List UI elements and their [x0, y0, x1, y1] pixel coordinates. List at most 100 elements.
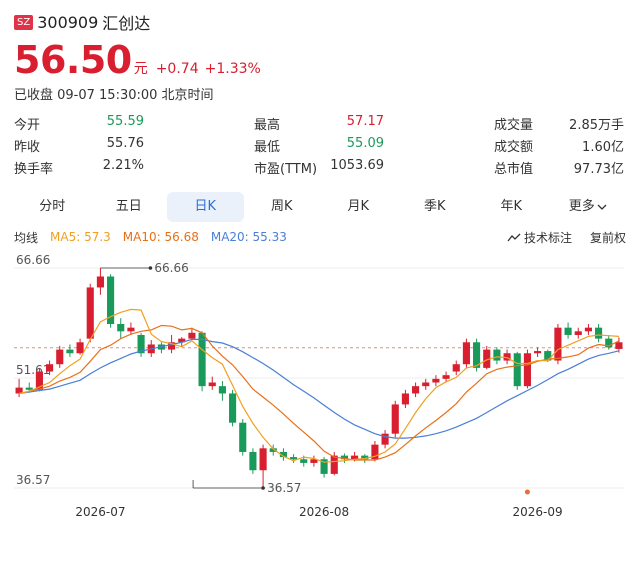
kline-chart[interactable]: 66.66 51.61 36.57 66.66 36.57 2026-07 2026-08 2…: [0, 248, 638, 538]
candle-body: [584, 327, 592, 332]
exchange-badge: SZ: [14, 14, 34, 30]
stats-row: 换手率 2.21% 市盈(TTM) 1053.69 总市值 97.73亿: [14, 156, 626, 178]
candle-body: [229, 393, 237, 423]
stat-open: 今开 55.59: [14, 113, 144, 133]
candle-body: [574, 331, 582, 335]
tab-quarterly-k[interactable]: 季K: [423, 199, 446, 214]
candle-body: [259, 448, 267, 471]
candle-body: [544, 351, 552, 361]
candle-body: [178, 338, 186, 343]
kline-svg[interactable]: 66.66 51.61 36.57 66.66 36.57 2026-07 2026-08 2…: [0, 248, 638, 538]
x-tick-label: 2026-08: [299, 505, 349, 519]
candle-body: [168, 342, 176, 350]
ma5-value: MA5: 57.3: [50, 230, 111, 244]
stat-pe-ttm: 市盈(TTM) 1053.69: [254, 157, 384, 177]
market-status: 已收盘 09-07 15:30:00 北京时间: [14, 88, 214, 103]
ma20-line: [19, 338, 620, 439]
chevron-down-icon: [597, 204, 607, 210]
candle-body: [15, 387, 23, 394]
tab-weekly-k[interactable]: 周K: [270, 199, 293, 214]
candle-body: [391, 404, 399, 434]
ma-label: 均线: [14, 230, 39, 245]
price-unit: 元: [133, 61, 148, 77]
stats-grid: 今开 55.59 最高 57.17 成交量 2.85万手 昨收 55.76 最低 55.0…: [14, 112, 626, 178]
candle-body: [605, 338, 613, 348]
candle-body: [86, 287, 94, 339]
tab-yearly-k[interactable]: 年K: [500, 199, 523, 214]
stat-volume: 成交量 2.85万手: [494, 117, 624, 133]
candle-body: [452, 364, 460, 372]
candle-body: [127, 327, 135, 332]
candle-body: [269, 448, 277, 452]
high-marker-label: 66.66: [154, 261, 188, 275]
stat-turnover-rate: 换手率 2.21%: [14, 157, 144, 177]
low-marker-dot: [261, 486, 265, 490]
high-marker-dot: [148, 266, 153, 270]
candle-body: [107, 276, 115, 325]
candle-body: [239, 422, 247, 452]
candle-body: [483, 349, 491, 368]
candle-body: [554, 327, 562, 361]
candle-body: [25, 387, 33, 390]
tech-chart-icon: [507, 233, 521, 242]
candle-body: [503, 353, 511, 361]
candle-body: [249, 451, 257, 471]
candle-body: [188, 332, 196, 339]
stock-name: 汇创达: [102, 14, 151, 33]
ma10-line: [18, 324, 620, 461]
candle-body: [35, 371, 43, 390]
candle-body: [534, 351, 542, 354]
tech-annotation-label: 技术标注: [523, 230, 572, 245]
tab-five-day[interactable]: 五日: [115, 199, 142, 214]
stat-turnover-amount: 成交额 1.60亿: [494, 139, 624, 155]
candle-body: [401, 393, 409, 405]
tab-intraday[interactable]: 分时: [39, 199, 66, 214]
more-label: 更多: [568, 199, 595, 214]
candle-body: [290, 457, 298, 460]
candle-body: [422, 382, 430, 387]
y-tick-label: 36.57: [16, 473, 50, 487]
event-dot: [524, 489, 530, 495]
candle-body: [66, 349, 74, 354]
candle-body: [615, 342, 623, 349]
stock-header: SZ 300909 汇创达: [14, 10, 150, 34]
adjust-mode-button[interactable]: 复前权: [589, 230, 626, 245]
candle-body: [330, 455, 338, 474]
candle-body: [523, 353, 531, 387]
tab-more[interactable]: 更多: [550, 192, 627, 222]
tab-daily-k[interactable]: 日K: [167, 192, 244, 222]
y-tick-label: 51.61: [16, 363, 50, 377]
candle-body: [208, 382, 216, 387]
candle-body: [371, 444, 379, 460]
candle-body: [137, 334, 145, 354]
tech-annotation-button[interactable]: 技术标注: [507, 229, 572, 246]
candle-body: [381, 433, 389, 445]
candle-body: [351, 455, 359, 460]
candle-body: [513, 353, 521, 387]
candle-body: [56, 349, 64, 365]
price-change: +0.74: [155, 61, 199, 77]
ma5-line: [18, 308, 619, 463]
candle-body: [96, 276, 104, 288]
low-marker-label: 36.57: [267, 481, 301, 495]
candle-body: [218, 386, 226, 394]
candle-body: [442, 375, 450, 379]
x-tick-label: 2026-09: [513, 505, 563, 519]
candle-body: [279, 451, 287, 458]
price-row: 56.50 元 +0.74 +1.33%: [14, 38, 261, 82]
candle-body: [340, 455, 348, 460]
candle-body: [198, 332, 206, 387]
candle-body: [46, 364, 54, 372]
ma-legend: 均线 MA5: 57.3 MA10: 56.68 MA20: 55.33 技术标…: [14, 228, 626, 246]
candle-body: [462, 342, 470, 365]
stat-prev-close: 昨收 55.76: [14, 135, 144, 155]
candle-body: [76, 342, 84, 354]
candle-body: [493, 349, 501, 361]
price-change-pct: +1.33%: [204, 61, 261, 77]
candle-body: [320, 459, 328, 474]
tab-monthly-k[interactable]: 月K: [347, 199, 370, 214]
stats-row: 昨收 55.76 最低 55.09 成交额 1.60亿: [14, 134, 626, 156]
ma20-value: MA20: 55.33: [210, 230, 287, 244]
stat-market-cap: 总市值 97.73亿: [494, 161, 624, 177]
candle-body: [412, 386, 420, 394]
